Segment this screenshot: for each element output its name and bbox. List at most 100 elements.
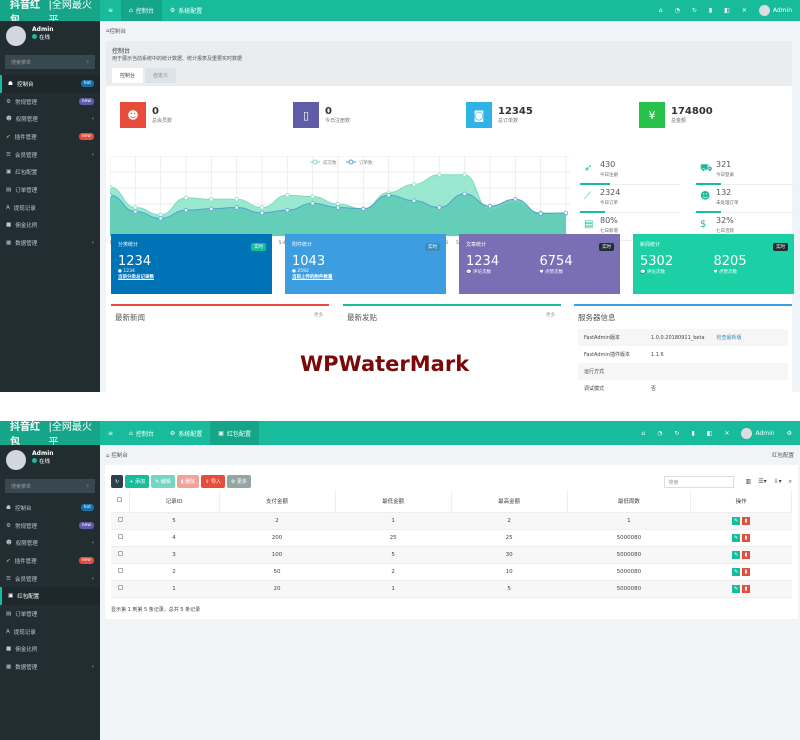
row-checkbox[interactable] bbox=[111, 512, 129, 530]
card-link[interactable]: 当前上传的附件数量 bbox=[292, 275, 333, 280]
data-point[interactable] bbox=[183, 195, 189, 201]
home-icon[interactable]: ⌂ bbox=[641, 429, 646, 437]
column-header[interactable]: 操作 bbox=[690, 490, 792, 513]
sidebar-item-4[interactable]: ☰ 会员管理 ‹ bbox=[6, 151, 94, 159]
data-point[interactable] bbox=[285, 193, 290, 198]
refresh-button[interactable]: ↻ bbox=[111, 475, 124, 488]
data-point[interactable] bbox=[209, 206, 214, 211]
data-point[interactable] bbox=[133, 205, 138, 210]
row-checkbox[interactable] bbox=[111, 580, 129, 598]
sidebar-item-0[interactable]: ☗ 控制台 hot bbox=[0, 75, 100, 93]
data-point[interactable] bbox=[285, 208, 290, 213]
sidebar-item-7[interactable]: A 提现记录 bbox=[6, 628, 36, 636]
refresh-icon[interactable]: ↻ bbox=[674, 429, 680, 437]
data-point[interactable] bbox=[462, 191, 467, 196]
data-point[interactable] bbox=[411, 198, 417, 203]
trash-icon[interactable]: ▮ bbox=[742, 533, 751, 542]
logo[interactable]: 抖音红包 |全网最火平 bbox=[0, 0, 100, 26]
data-point[interactable] bbox=[234, 205, 239, 210]
user-menu[interactable]: Admin bbox=[741, 427, 775, 439]
refresh-icon[interactable]: ↻ bbox=[691, 7, 697, 14]
search-icon[interactable]: ⌕ bbox=[86, 59, 89, 65]
search-toggle-icon[interactable]: ⌕ bbox=[788, 477, 792, 485]
sidebar-item-8[interactable]: ■ 佣金比例 bbox=[6, 646, 38, 654]
check-update-link[interactable]: 检查最新版 bbox=[716, 335, 742, 341]
data-point[interactable] bbox=[563, 210, 569, 216]
tab-dashboard-inner[interactable]: 控制台 bbox=[112, 68, 144, 83]
column-header[interactable]: 记录ID bbox=[129, 490, 220, 513]
data-point[interactable] bbox=[437, 172, 442, 177]
sidebar-item-8[interactable]: ■ 佣金比例 bbox=[6, 222, 38, 230]
sidebar-item-1[interactable]: ⚙ 常规管理 new bbox=[0, 93, 100, 111]
legend-label[interactable]: 订单数 bbox=[359, 159, 373, 166]
row-checkbox[interactable] bbox=[111, 563, 129, 581]
tab-custom[interactable]: 自定义 bbox=[145, 68, 177, 83]
data-point[interactable] bbox=[487, 203, 493, 209]
column-header[interactable]: 支付金额 bbox=[219, 490, 336, 513]
data-point[interactable] bbox=[259, 210, 265, 216]
data-point[interactable] bbox=[437, 205, 442, 210]
more-link[interactable]: 更多 bbox=[546, 313, 555, 318]
search-input[interactable]: 搜索 bbox=[663, 475, 734, 488]
trash-icon[interactable]: ▮ bbox=[742, 550, 751, 559]
language-icon[interactable]: ◧ bbox=[724, 7, 730, 14]
trash-icon[interactable]: ▮ bbox=[691, 429, 695, 437]
search-icon[interactable]: ⌕ bbox=[86, 483, 89, 489]
import-button[interactable]: ⇪ 导入 bbox=[201, 475, 225, 488]
sidebar-search[interactable]: 搜索菜单 ⌕ bbox=[5, 55, 95, 69]
breadcrumb[interactable]: ⌂ 控制台 红包配置 bbox=[106, 453, 794, 459]
sidebar-item-6[interactable]: ▤ 订单管理 bbox=[6, 610, 38, 618]
sidebar-item-3[interactable]: ➶ 插件管理 new bbox=[0, 552, 100, 570]
sidebar-item-4[interactable]: ☰ 会员管理 ‹ bbox=[6, 575, 94, 583]
delete-button[interactable]: ▮ 删除 bbox=[176, 475, 200, 488]
export-dropdown-icon[interactable]: ⇩▾ bbox=[773, 477, 782, 485]
bell-icon[interactable]: ◔ bbox=[674, 7, 680, 14]
edit-icon[interactable]: ✎ bbox=[732, 567, 741, 576]
data-point[interactable] bbox=[513, 197, 518, 202]
breadcrumb[interactable]: ⌂ 控制台 bbox=[106, 28, 127, 35]
tab-dashboard[interactable]: ⌂ 控制台 bbox=[121, 0, 162, 21]
tab-system-config[interactable]: ⚙ 系统配置 bbox=[169, 429, 203, 438]
column-header[interactable]: 最高金额 bbox=[451, 490, 568, 513]
toggle-view-icon[interactable]: ▥ bbox=[745, 477, 752, 485]
trash-icon[interactable]: ▮ bbox=[742, 567, 751, 576]
data-point[interactable] bbox=[411, 182, 417, 187]
edit-icon[interactable]: ✎ bbox=[732, 584, 741, 593]
tab-redpacket-config[interactable]: ▣ 红包配置 bbox=[210, 421, 259, 445]
language-icon[interactable]: ◧ bbox=[706, 429, 713, 437]
sidebar-item-9[interactable]: ▦ 数据管理 ‹ bbox=[6, 240, 94, 248]
fullscreen-icon[interactable]: ✕ bbox=[741, 7, 747, 14]
data-point[interactable] bbox=[133, 209, 138, 214]
row-checkbox[interactable] bbox=[111, 546, 129, 564]
logo[interactable]: 抖音红包 |全网最火平 bbox=[0, 421, 100, 448]
trash-icon[interactable]: ▮ bbox=[708, 7, 713, 14]
edit-button[interactable]: ✎ 编辑 bbox=[151, 475, 175, 488]
sidebar-item-5[interactable]: ▣ 红包配置 bbox=[0, 587, 100, 606]
sidebar-item-2[interactable]: ☻ 权限管理 ‹ bbox=[6, 540, 94, 548]
column-header[interactable]: 最低周数 bbox=[567, 490, 692, 513]
home-icon[interactable]: ⌂ bbox=[658, 7, 663, 14]
sidebar-item-0[interactable]: ☗ 控制台 hot bbox=[0, 499, 100, 517]
sidebar-item-3[interactable]: ➶ 插件管理 new bbox=[0, 128, 100, 146]
user-menu[interactable]: Admin bbox=[758, 5, 792, 16]
data-point[interactable] bbox=[110, 184, 113, 190]
sidebar-item-2[interactable]: ☻ 权限管理 ‹ bbox=[6, 116, 94, 124]
bell-icon[interactable]: ◔ bbox=[657, 429, 663, 437]
sidebar-item-1[interactable]: ⚙ 常规管理 new bbox=[0, 517, 100, 535]
legend-label[interactable]: 成交数 bbox=[323, 159, 337, 166]
data-point[interactable] bbox=[361, 206, 366, 211]
columns-dropdown-icon[interactable]: ☰▾ bbox=[758, 477, 767, 485]
tab-dashboard[interactable]: ⌂ 控制台 bbox=[129, 429, 154, 438]
column-header[interactable]: 最低金额 bbox=[335, 490, 452, 513]
data-point[interactable] bbox=[259, 205, 265, 210]
tab-system-config[interactable]: ⚙ 系统配置 bbox=[169, 7, 203, 15]
edit-icon[interactable]: ✎ bbox=[732, 516, 741, 525]
card-link[interactable]: 当前分类总记录数 bbox=[118, 275, 154, 280]
sidebar-item-7[interactable]: A 提现记录 bbox=[6, 204, 36, 212]
settings-icon[interactable]: ⚙ bbox=[786, 429, 792, 437]
trash-icon[interactable]: ▮ bbox=[742, 516, 751, 525]
sidebar-item-9[interactable]: ▦ 数据管理 ‹ bbox=[6, 664, 94, 672]
edit-icon[interactable]: ✎ bbox=[732, 550, 741, 559]
data-point[interactable] bbox=[462, 172, 467, 177]
data-point[interactable] bbox=[234, 197, 239, 202]
